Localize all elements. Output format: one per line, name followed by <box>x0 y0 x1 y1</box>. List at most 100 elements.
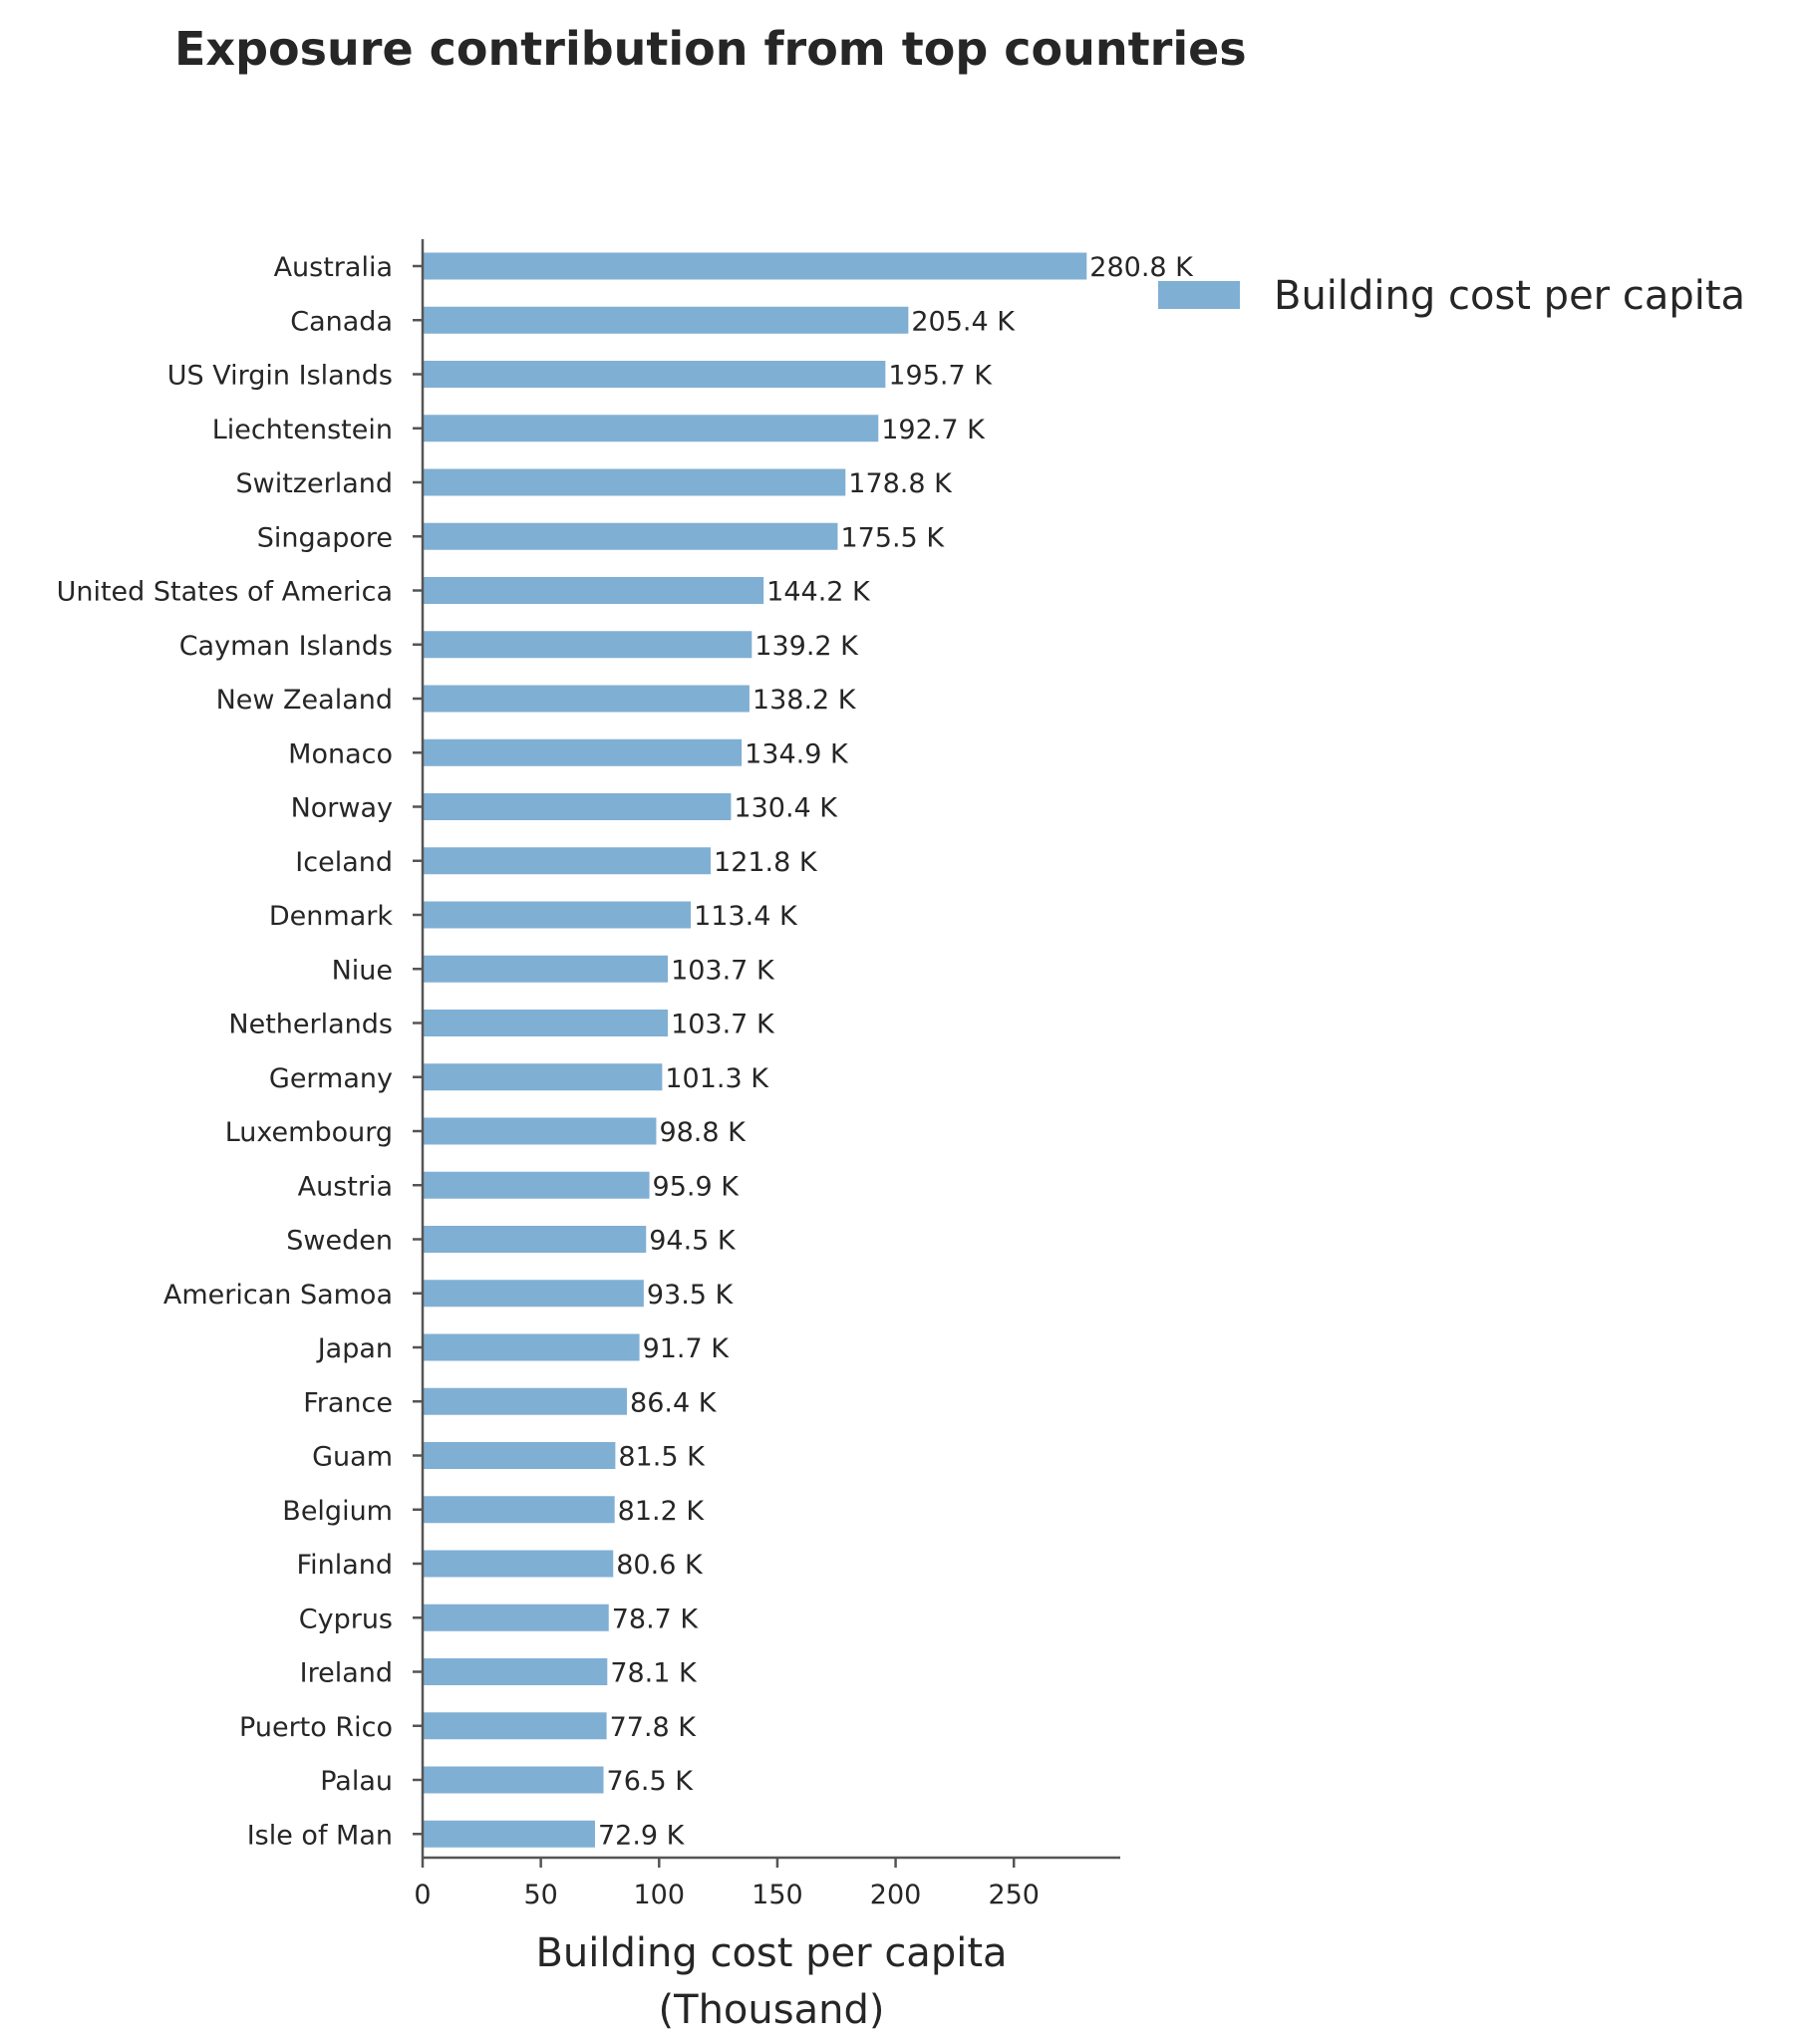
bar <box>423 685 750 713</box>
y-tick-label: Singapore <box>257 522 393 553</box>
bar-value-label: 113.4 K <box>694 901 798 932</box>
y-tick-label: Belgium <box>282 1496 393 1527</box>
bar <box>423 1280 644 1308</box>
x-axis-unit-label: (Thousand) <box>659 1987 885 2033</box>
y-tick-label: Puerto Rico <box>239 1712 393 1743</box>
y-tick-label: Isle of Man <box>247 1820 393 1851</box>
y-tick-label: Guam <box>312 1442 393 1473</box>
x-axis-label: Building cost per capita <box>535 1930 1007 1976</box>
bar-value-label: 138.2 K <box>752 685 857 716</box>
bar <box>423 793 732 820</box>
bar <box>423 847 712 875</box>
bar <box>423 1333 640 1361</box>
bar <box>423 1712 607 1740</box>
y-tick-label: Luxembourg <box>225 1117 393 1148</box>
x-axis-ticks: 0 50 100 150 200 250 <box>414 1858 1040 1910</box>
bar-value-label: 192.7 K <box>881 415 986 445</box>
bar <box>423 901 692 929</box>
bars-group <box>423 252 1087 1848</box>
bar <box>423 1604 609 1631</box>
bar <box>423 577 764 604</box>
y-tick-label: American Samoa <box>163 1280 393 1311</box>
y-axis-ticks: Australia Canada US Virgin Islands Liechten… <box>57 252 423 1851</box>
y-tick-label: Iceland <box>295 847 393 878</box>
bar <box>423 361 886 388</box>
bar <box>423 1010 669 1036</box>
bar-value-label: 81.5 K <box>618 1442 706 1473</box>
bar-value-label: 205.4 K <box>911 306 1016 337</box>
legend-label: Building cost per capita <box>1274 273 1745 319</box>
bar-value-label: 178.8 K <box>848 468 953 499</box>
y-tick-label: Palau <box>320 1766 393 1797</box>
y-tick-label: Ireland <box>300 1658 393 1689</box>
bar-value-label: 98.8 K <box>659 1117 747 1148</box>
bar-value-label: 130.4 K <box>734 793 838 824</box>
x-tick-label: 150 <box>752 1880 803 1910</box>
bar-value-label: 103.7 K <box>671 955 775 986</box>
y-tick-label: Australia <box>274 252 393 283</box>
y-tick-label: Germany <box>269 1063 393 1094</box>
bar <box>423 1117 657 1145</box>
y-tick-label: Liechtenstein <box>212 415 393 445</box>
x-tick-label: 0 <box>414 1880 431 1910</box>
bar-value-label: 195.7 K <box>888 361 993 392</box>
bar <box>423 738 743 766</box>
bar <box>423 306 909 334</box>
bar <box>423 1226 647 1253</box>
bar-value-label: 93.5 K <box>647 1280 735 1311</box>
bar <box>423 1658 608 1685</box>
bar <box>423 468 846 496</box>
bar <box>423 631 752 659</box>
bar-value-label: 101.3 K <box>665 1063 769 1094</box>
bar <box>423 1171 650 1199</box>
bar-value-label: 144.2 K <box>766 577 871 608</box>
y-tick-label: Canada <box>290 306 393 337</box>
bar-value-label: 280.8 K <box>1089 252 1194 283</box>
bar <box>423 1550 614 1578</box>
bar <box>423 1063 663 1091</box>
bar-value-label: 139.2 K <box>754 631 859 662</box>
bar-value-label: 81.2 K <box>618 1496 706 1527</box>
y-tick-label: United States of America <box>57 577 393 608</box>
bar-value-label: 175.5 K <box>840 522 945 553</box>
y-tick-label: Finland <box>297 1550 393 1581</box>
y-tick-label: Japan <box>316 1333 393 1364</box>
bar-value-label: 94.5 K <box>649 1226 737 1257</box>
y-tick-label: Niue <box>332 955 393 986</box>
x-tick-label: 200 <box>870 1880 922 1910</box>
bar <box>423 522 838 550</box>
bar <box>423 252 1087 280</box>
bar-value-label: 95.9 K <box>653 1171 741 1202</box>
y-tick-label: France <box>303 1387 393 1418</box>
bar-value-label: 86.4 K <box>630 1387 718 1418</box>
y-tick-label: Austria <box>298 1171 393 1202</box>
x-tick-label: 250 <box>988 1880 1040 1910</box>
bar <box>423 1766 604 1794</box>
y-tick-label: Norway <box>291 793 393 824</box>
legend: Building cost per capita <box>1158 273 1745 319</box>
bar-value-label: 121.8 K <box>714 847 818 878</box>
y-tick-label: Cyprus <box>299 1604 393 1634</box>
chart-title: Exposure contribution from top countries <box>174 22 1247 76</box>
y-tick-label: Monaco <box>288 738 393 769</box>
bar-value-label: 103.7 K <box>671 1010 775 1040</box>
bar <box>423 1496 615 1524</box>
bar-value-label: 78.1 K <box>610 1658 698 1689</box>
y-tick-label: Switzerland <box>236 468 394 499</box>
x-tick-label: 50 <box>523 1880 557 1910</box>
y-tick-label: Denmark <box>269 901 393 932</box>
value-labels-group: 280.8 K 205.4 K 195.7 K 192.7 K 178.8 K 175.5… <box>598 252 1194 1851</box>
y-tick-label: Sweden <box>286 1226 393 1257</box>
y-tick-label: New Zealand <box>216 685 393 716</box>
bar <box>423 1387 628 1415</box>
bar-value-label: 91.7 K <box>643 1333 731 1364</box>
y-tick-label: US Virgin Islands <box>167 361 393 392</box>
bar-value-label: 76.5 K <box>607 1766 695 1797</box>
y-tick-label: Cayman Islands <box>179 631 393 662</box>
bar-value-label: 80.6 K <box>616 1550 704 1581</box>
bar <box>423 415 879 442</box>
bar <box>423 955 669 983</box>
bar-value-label: 72.9 K <box>598 1820 686 1851</box>
bar <box>423 1442 616 1469</box>
